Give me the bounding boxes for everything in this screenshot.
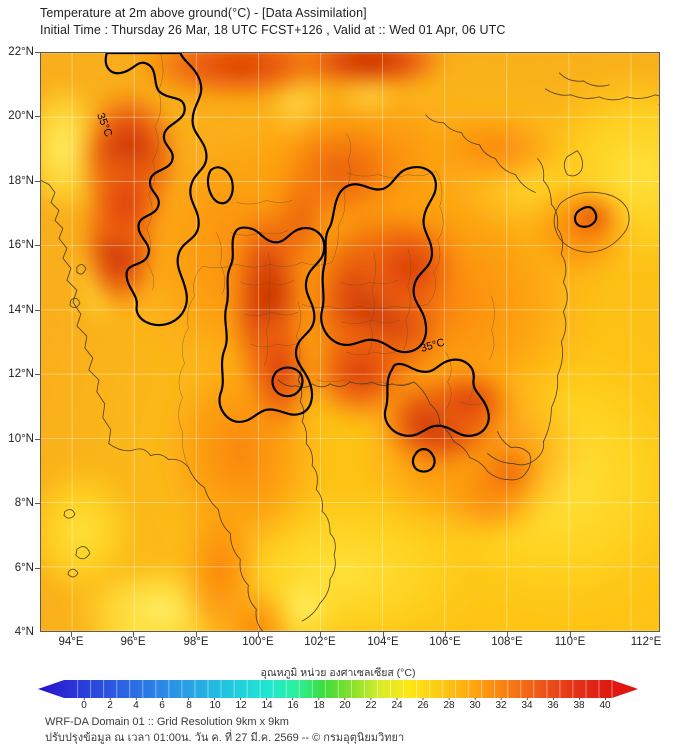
ytick-20n: 20°N (8, 110, 34, 123)
colorbar[interactable] (38, 678, 638, 700)
cbtick-10: 10 (209, 700, 221, 711)
footer-block: WRF-DA Domain 01 :: Grid Resolution 9km … (45, 714, 665, 746)
map-canvas: 35°C 35°C (41, 53, 659, 631)
title-line-2: Initial Time : Thursday 26 Mar, 18 UTC F… (40, 23, 506, 37)
colorbar-title: อุณหภูมิ หน่วย องศาเซลเซียส (°C) (260, 667, 416, 679)
xtick-mark (258, 632, 259, 637)
xtick-96e: 96°E (120, 636, 146, 648)
footer-line-2: ปรับปรุงข้อมูล ณ เวลา 01:00น. วัน ค. ที่… (45, 732, 405, 744)
cbtick-16: 16 (287, 700, 299, 711)
ytick-18n: 18°N (8, 174, 34, 187)
xtick-110e: 110°E (554, 636, 586, 648)
xtick-mark (507, 632, 508, 637)
xtick-94e: 94°E (58, 636, 84, 648)
xtick-mark (71, 632, 72, 637)
xtick-98e: 98°E (183, 636, 209, 648)
footer-line-1: WRF-DA Domain 01 :: Grid Resolution 9km … (45, 716, 289, 728)
graticule (41, 53, 659, 631)
cbtick-36: 36 (547, 700, 559, 711)
cbtick-14: 14 (261, 700, 273, 711)
temperature-map-plot[interactable]: 35°C 35°C (40, 52, 660, 632)
xtick-108e: 108°E (491, 636, 523, 648)
title-line-1: Temperature at 2m above ground(°C) - [Da… (40, 6, 367, 20)
cbtick-28: 28 (443, 700, 455, 711)
cbtick-24: 24 (391, 700, 403, 711)
ytick-22n: 22°N (8, 46, 34, 58)
xtick-mark (383, 632, 384, 637)
xtick-112e: 112°E (630, 636, 662, 648)
xtick-mark (196, 632, 197, 637)
cbtick-32: 32 (495, 700, 507, 711)
xtick-mark (445, 632, 446, 637)
cbtick-26: 26 (417, 700, 429, 711)
xtick-mark (570, 632, 571, 637)
ytick-6n: 6°N (14, 561, 34, 574)
cbtick-20: 20 (339, 700, 351, 711)
cbtick-40: 40 (599, 700, 611, 711)
cbtick-2: 2 (107, 700, 113, 711)
xtick-102e: 102°E (304, 636, 336, 648)
cbtick-34: 34 (521, 700, 533, 711)
contour-35c (104, 53, 598, 473)
cbtick-12: 12 (235, 700, 247, 711)
ytick-16n: 16°N (8, 239, 34, 252)
ytick-12n: 12°N (8, 368, 34, 381)
ytick-10n: 10°N (8, 432, 34, 445)
cbtick-8: 8 (186, 700, 192, 711)
xtick-mark (320, 632, 321, 637)
ytick-8n: 8°N (14, 497, 34, 510)
xtick-100e: 100°E (242, 636, 274, 648)
xtick-104e: 104°E (367, 636, 399, 648)
cbtick-38: 38 (573, 700, 585, 711)
admin-boundaries (146, 53, 495, 468)
xtick-106e: 106°E (429, 636, 461, 648)
cbtick-4: 4 (133, 700, 139, 711)
cbtick-6: 6 (159, 700, 165, 711)
ytick-14n: 14°N (8, 303, 34, 316)
ytick-4n: 4°N (14, 626, 34, 638)
xtick-mark (133, 632, 134, 637)
chart-title-block: Temperature at 2m above ground(°C) - [Da… (40, 5, 660, 39)
cbtick-30: 30 (469, 700, 481, 711)
cbtick-22: 22 (365, 700, 377, 711)
cbtick-0: 0 (81, 700, 87, 711)
cbtick-18: 18 (313, 700, 325, 711)
